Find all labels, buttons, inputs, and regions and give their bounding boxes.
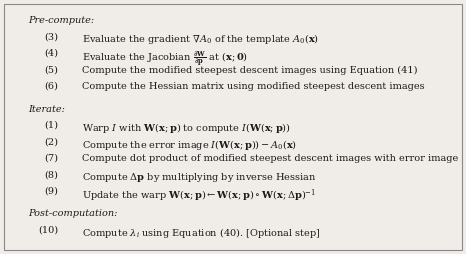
Text: (7): (7) — [44, 154, 58, 163]
Text: Evaluate the gradient $\nabla A_0$ of the template $A_0(\mathbf{x})$: Evaluate the gradient $\nabla A_0$ of th… — [82, 33, 319, 46]
Text: Compute the Hessian matrix using modified steepest descent images: Compute the Hessian matrix using modifie… — [82, 82, 425, 91]
Text: (3): (3) — [44, 33, 58, 41]
Text: Post-computation:: Post-computation: — [28, 210, 117, 218]
Text: (2): (2) — [44, 137, 58, 147]
Text: (1): (1) — [44, 121, 58, 130]
Text: Evaluate the Jacobian $\frac{\partial\mathbf{W}}{\partial\mathbf{p}}$ at $(\math: Evaluate the Jacobian $\frac{\partial\ma… — [82, 49, 248, 69]
Text: Iterate:: Iterate: — [28, 104, 65, 114]
Text: (5): (5) — [44, 66, 58, 74]
Text: (6): (6) — [44, 82, 58, 91]
Text: (10): (10) — [38, 226, 58, 235]
Text: Update the warp $\mathbf{W}(\mathbf{x};\mathbf{p}) \leftarrow \mathbf{W}(\mathbf: Update the warp $\mathbf{W}(\mathbf{x};\… — [82, 187, 316, 204]
Text: Compute the modified steepest descent images using Equation (41): Compute the modified steepest descent im… — [82, 66, 418, 75]
Text: (9): (9) — [44, 187, 58, 196]
Text: Compute dot product of modified steepest descent images with error image: Compute dot product of modified steepest… — [82, 154, 458, 163]
Text: Compute the error image $I(\mathbf{W}(\mathbf{x};\mathbf{p})) - A_0(\mathbf{x})$: Compute the error image $I(\mathbf{W}(\m… — [82, 137, 297, 151]
Text: Warp $I$ with $\mathbf{W}(\mathbf{x};\mathbf{p})$ to compute $I(\mathbf{W}(\math: Warp $I$ with $\mathbf{W}(\mathbf{x};\ma… — [82, 121, 291, 135]
Text: (4): (4) — [44, 49, 58, 58]
Text: (8): (8) — [44, 170, 58, 180]
Text: Pre-compute:: Pre-compute: — [28, 16, 94, 25]
Text: Compute $\Delta\mathbf{p}$ by multiplying by inverse Hessian: Compute $\Delta\mathbf{p}$ by multiplyin… — [82, 170, 316, 183]
Text: Compute $\lambda_i$ using Equation (40). [Optional step]: Compute $\lambda_i$ using Equation (40).… — [82, 226, 321, 240]
